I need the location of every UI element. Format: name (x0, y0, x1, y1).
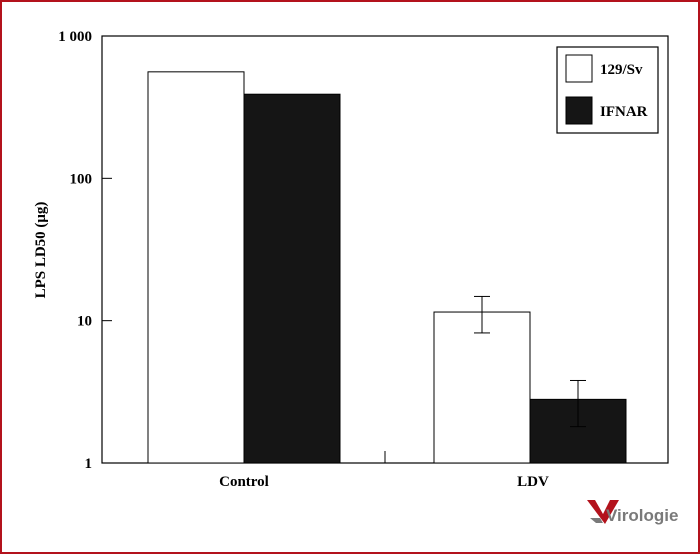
y-axis-ticks: 1 10 100 1 000 (58, 29, 112, 472)
legend-swatch-129sv (565, 54, 593, 83)
y-tick-label: 1 000 (58, 29, 92, 45)
logo-v-mark (587, 500, 619, 524)
bars (147, 71, 627, 464)
bar-129sv-control (147, 71, 245, 464)
logo-text: Virologie (606, 506, 678, 525)
y-tick-label: 100 (70, 171, 93, 187)
legend-label-129sv: 129/Sv (600, 62, 643, 78)
y-axis-title: LPS LD50 (μg) (33, 202, 49, 299)
legend-label-ifnar: IFNAR (600, 104, 648, 120)
y-tick-label: 1 (85, 456, 93, 472)
logo-v-shadow (590, 518, 603, 523)
bar-ifnar-control (243, 93, 341, 464)
legend-swatch-ifnar (565, 96, 593, 125)
virologie-logo: Virologie (587, 500, 678, 525)
error-bars (474, 295, 586, 428)
bar-129sv-ldv (433, 311, 531, 464)
y-tick-label: 10 (77, 314, 92, 330)
legend: 129/Sv IFNAR (556, 46, 659, 134)
x-tick-label-control: Control (219, 474, 269, 490)
x-tick-label-ldv: LDV (517, 474, 549, 490)
